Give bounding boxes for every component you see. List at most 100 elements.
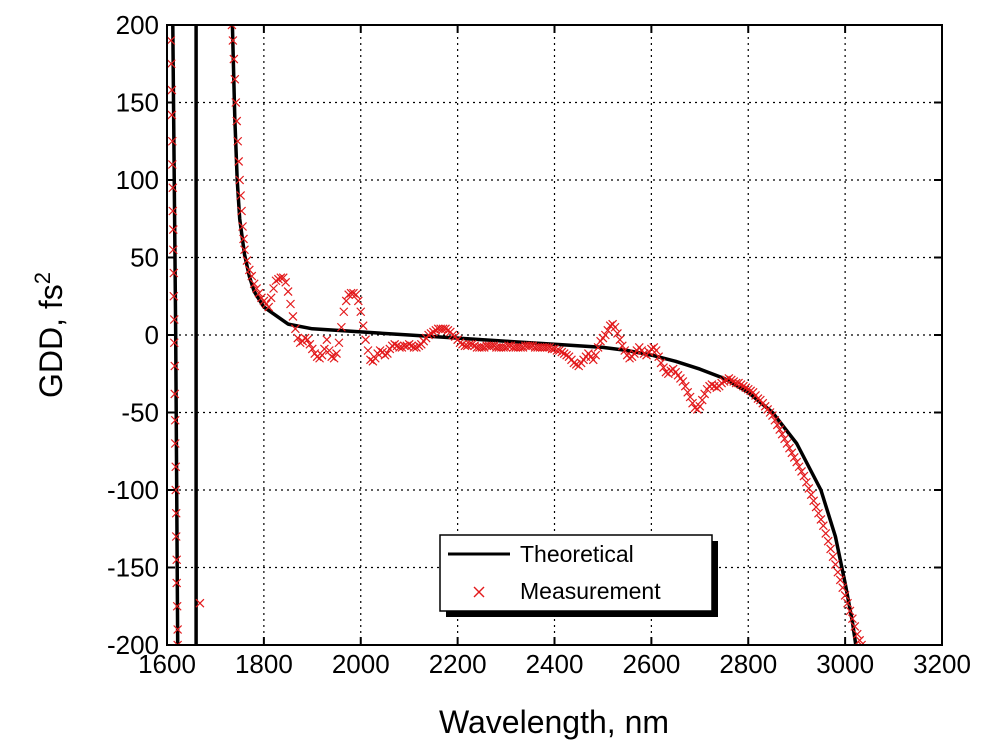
measurement-point bbox=[171, 532, 181, 541]
measurement-point bbox=[605, 321, 615, 331]
measurement-point bbox=[801, 477, 811, 487]
measurement-point bbox=[569, 358, 579, 368]
measurement-point bbox=[370, 353, 380, 363]
measurement-point bbox=[353, 296, 363, 306]
measurement-point bbox=[233, 136, 243, 146]
y-axis-title-main: GDD, fs bbox=[33, 284, 69, 398]
measurement-point bbox=[195, 598, 205, 608]
y-tick-label: 100 bbox=[116, 165, 159, 195]
measurement-point bbox=[743, 384, 753, 394]
measurement-point bbox=[319, 344, 329, 354]
measurement-point bbox=[286, 299, 295, 309]
measurement-point bbox=[169, 315, 179, 324]
measurement-point bbox=[826, 544, 836, 554]
measurement-point bbox=[818, 521, 828, 531]
legend-box bbox=[439, 534, 713, 612]
measurement-point bbox=[516, 342, 526, 352]
measurement-point bbox=[249, 279, 259, 289]
measurement-point bbox=[169, 291, 179, 301]
measurement-point bbox=[588, 355, 598, 365]
measurement-point bbox=[855, 635, 865, 645]
measurement-point bbox=[487, 341, 496, 351]
measurement-point bbox=[404, 339, 414, 349]
measurement-point bbox=[167, 110, 177, 120]
measurement-point bbox=[455, 338, 465, 348]
measurement-point bbox=[470, 341, 480, 351]
measurement-point bbox=[231, 98, 241, 107]
measurement-point bbox=[460, 341, 470, 351]
measurement-point bbox=[768, 411, 777, 421]
x-tick-label: 2200 bbox=[429, 649, 487, 679]
measurement-point bbox=[809, 496, 819, 506]
measurement-point bbox=[845, 606, 855, 616]
measurement-point bbox=[300, 333, 310, 343]
measurement-point bbox=[666, 366, 676, 376]
measurement-series bbox=[167, 25, 867, 645]
measurement-point bbox=[850, 621, 860, 631]
measurement-point bbox=[228, 36, 238, 45]
measurement-point bbox=[247, 271, 257, 281]
measurement-point bbox=[557, 347, 567, 357]
y-tick-label: 200 bbox=[116, 10, 159, 40]
measurement-point bbox=[615, 335, 625, 345]
measurement-point bbox=[229, 54, 239, 64]
measurement-point bbox=[336, 322, 346, 332]
x-tick-label: 2400 bbox=[526, 649, 584, 679]
measurement-point bbox=[838, 583, 848, 593]
y-tick-label: 50 bbox=[130, 243, 159, 273]
measurement-point bbox=[467, 339, 477, 349]
measurement-point bbox=[550, 344, 559, 354]
measurement-point bbox=[171, 508, 181, 518]
measurement-point bbox=[409, 342, 419, 352]
measurement-point bbox=[465, 339, 475, 349]
x-tick-label: 3200 bbox=[913, 649, 971, 679]
measurement-point bbox=[680, 381, 690, 391]
measurement-point bbox=[792, 457, 802, 467]
measurement-point bbox=[230, 74, 240, 84]
measurement-point bbox=[489, 341, 499, 351]
measurement-point bbox=[794, 462, 804, 472]
measurement-point bbox=[307, 344, 317, 354]
measurement-point bbox=[344, 290, 354, 300]
measurement-point bbox=[278, 273, 288, 283]
measurement-point bbox=[603, 325, 613, 335]
measurement-point bbox=[654, 352, 664, 362]
measurement-point bbox=[613, 329, 622, 338]
measurement-point bbox=[772, 420, 782, 430]
measurement-point bbox=[847, 614, 857, 624]
measurement-point bbox=[659, 363, 668, 372]
measurement-point bbox=[167, 136, 177, 146]
measurement-point bbox=[382, 349, 392, 359]
measurement-point bbox=[784, 443, 794, 453]
measurement-point bbox=[683, 387, 693, 397]
measurement-point bbox=[172, 578, 182, 588]
measurement-point bbox=[799, 471, 809, 481]
measurement-point bbox=[172, 601, 182, 611]
y-tick-label: -50 bbox=[121, 398, 159, 428]
measurement-point bbox=[831, 559, 840, 569]
measurement-point bbox=[412, 342, 421, 352]
measurement-point bbox=[852, 629, 862, 639]
y-tick-label: 0 bbox=[145, 320, 159, 350]
measurement-point bbox=[441, 324, 450, 334]
measurement-point bbox=[823, 536, 833, 546]
measurement-point bbox=[239, 234, 248, 244]
measurement-point bbox=[358, 321, 368, 331]
measurement-point bbox=[341, 296, 351, 306]
measurement-point bbox=[620, 346, 630, 355]
measurement-point bbox=[458, 339, 467, 349]
measurement-point bbox=[399, 341, 409, 351]
measurement-point bbox=[811, 502, 821, 512]
measurement-point bbox=[741, 383, 751, 393]
measurement-point bbox=[816, 515, 826, 524]
x-tick-label: 2800 bbox=[719, 649, 777, 679]
measurement-point bbox=[678, 377, 688, 386]
measurement-point bbox=[242, 256, 252, 266]
measurement-point bbox=[724, 373, 734, 383]
measurement-point bbox=[170, 389, 180, 399]
measurement-point bbox=[227, 25, 237, 30]
measurement-point bbox=[656, 358, 666, 368]
measurement-point bbox=[173, 625, 183, 634]
measurement-point bbox=[234, 156, 244, 166]
